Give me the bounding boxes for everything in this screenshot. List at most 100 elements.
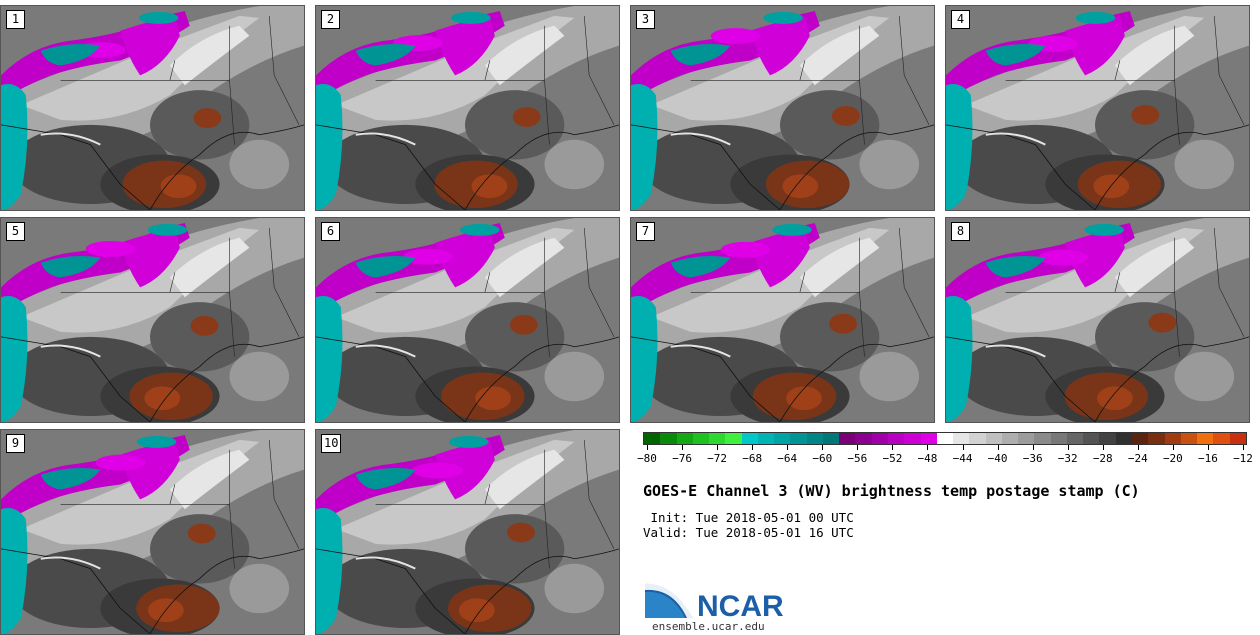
postage-stamp-panel-4: 4 <box>945 5 1250 211</box>
colorbar-swatch <box>1001 433 1019 444</box>
colorbar-tick-label: −64 <box>777 452 798 465</box>
colorbar-swatch <box>757 433 775 444</box>
postage-stamp-panel-7: 7 <box>630 217 935 423</box>
colorbar-swatch <box>1229 433 1246 444</box>
panel-label: 5 <box>6 222 25 241</box>
colorbar-tick-label: −28 <box>1092 452 1113 465</box>
colorbar-tick-label: −80 <box>637 452 657 465</box>
colorbar-swatch <box>1180 433 1198 444</box>
colorbar-tick <box>1102 445 1104 450</box>
colorbar-swatch <box>985 433 1002 444</box>
colorbar-swatch <box>1099 433 1116 444</box>
colorbar-tick <box>857 445 859 450</box>
colorbar-tick-label: −76 <box>672 452 692 465</box>
panel-label: 7 <box>636 222 655 241</box>
colorbar-swatch <box>920 433 937 444</box>
panel-label: 6 <box>321 222 340 241</box>
colorbar-swatch <box>741 433 758 444</box>
chart-title: GOES-E Channel 3 (WV) brightness temp po… <box>643 482 1140 500</box>
postage-stamp-panel-8: 8 <box>945 217 1250 423</box>
colorbar-swatch <box>953 433 970 444</box>
colorbar-tick-label: −72 <box>707 452 728 465</box>
colorbar-swatch <box>969 433 986 444</box>
colorbar-tick-label: −12 <box>1233 452 1253 465</box>
colorbar-ticks: −80 −76 −72 −68 −64 −60 −56 −52 −48 −44 −40 −36 −32 −… <box>637 445 1253 469</box>
panel-label: 3 <box>636 10 655 29</box>
colorbar-swatch <box>644 433 661 444</box>
colorbar-tick-label: −52 <box>882 452 903 465</box>
colorbar-swatch <box>1213 433 1230 444</box>
colorbar-swatch <box>1050 433 1067 444</box>
colorbar-tick-label: −40 <box>987 452 1008 465</box>
colorbar-swatch <box>1083 433 1100 444</box>
colorbar-swatch <box>725 433 742 444</box>
colorbar-tick-label: −44 <box>952 452 973 465</box>
colorbar-tick <box>927 445 929 450</box>
colorbar-tick <box>822 445 824 450</box>
colorbar-tick <box>962 445 964 450</box>
colorbar-swatch <box>676 433 693 444</box>
colorbar-tick <box>647 445 648 450</box>
colorbar-swatch <box>822 433 840 444</box>
logo-text: NCAR <box>697 590 784 623</box>
colorbar-swatch <box>692 433 710 444</box>
colorbar-tick <box>1207 445 1209 450</box>
colorbar-tick <box>752 445 754 450</box>
colorbar-tick-label: −16 <box>1198 452 1218 465</box>
colorbar-tick <box>717 445 719 450</box>
colorbar-swatch <box>904 433 921 444</box>
colorbar-swatch <box>839 433 856 444</box>
colorbar-swatch <box>774 433 791 444</box>
colorbar-tick <box>1172 445 1174 450</box>
colorbar-tick <box>682 445 684 450</box>
colorbar-swatch <box>1131 433 1149 444</box>
postage-stamp-panel-9: 9 <box>0 429 305 635</box>
colorbar-swatch <box>1018 433 1035 444</box>
colorbar-tick <box>1032 445 1034 450</box>
colorbar-swatch <box>1066 433 1084 444</box>
colorbar-swatch <box>1164 433 1181 444</box>
colorbar-tick-label: −68 <box>742 452 763 465</box>
panel-label: 4 <box>951 10 970 29</box>
colorbar-swatch <box>1115 433 1132 444</box>
colorbar-tick-label: −36 <box>1022 452 1043 465</box>
colorbar-tick <box>1137 445 1139 450</box>
colorbar-swatch <box>871 433 888 444</box>
colorbar-swatch <box>855 433 872 444</box>
postage-stamp-panel-6: 6 <box>315 217 620 423</box>
colorbar-tick <box>1067 445 1069 450</box>
colorbar-swatch <box>936 433 954 444</box>
colorbar-swatch <box>806 433 823 444</box>
panel-label: 8 <box>951 222 970 241</box>
colorbar-tick-label: −20 <box>1162 452 1183 465</box>
colorbar-tick-label: −32 <box>1057 452 1078 465</box>
ncar-logo: NCAR <box>643 578 793 624</box>
panel-label: 2 <box>321 10 340 29</box>
panel-label: 9 <box>6 434 25 453</box>
colorbar-tick-label: −24 <box>1127 452 1148 465</box>
panel-label: 1 <box>6 10 25 29</box>
colorbar <box>643 432 1247 445</box>
colorbar-tick-label: −60 <box>812 452 833 465</box>
colorbar-tick-label: −48 <box>917 452 938 465</box>
colorbar-tick <box>997 445 999 450</box>
colorbar-swatch <box>1148 433 1165 444</box>
postage-stamp-panel-2: 2 <box>315 5 620 211</box>
colorbar-swatch <box>1034 433 1051 444</box>
postage-stamp-panel-10: 10 <box>315 429 620 635</box>
postage-stamp-panel-3: 3 <box>630 5 935 211</box>
panel-label: 10 <box>321 434 342 453</box>
init-time: Init: Tue 2018-05-01 00 UTC <box>643 510 854 525</box>
colorbar-swatch <box>1197 433 1214 444</box>
colorbar-swatch <box>887 433 905 444</box>
colorbar-tick <box>787 445 789 450</box>
valid-time: Valid: Tue 2018-05-01 16 UTC <box>643 525 854 540</box>
colorbar-tick <box>1243 445 1244 450</box>
postage-stamp-panel-5: 5 <box>0 217 305 423</box>
colorbar-swatch <box>709 433 726 444</box>
colorbar-tick <box>892 445 894 450</box>
colorbar-swatch <box>660 433 677 444</box>
postage-stamp-panel-1: 1 <box>0 5 305 211</box>
colorbar-swatch <box>790 433 807 444</box>
colorbar-tick-label: −56 <box>847 452 868 465</box>
